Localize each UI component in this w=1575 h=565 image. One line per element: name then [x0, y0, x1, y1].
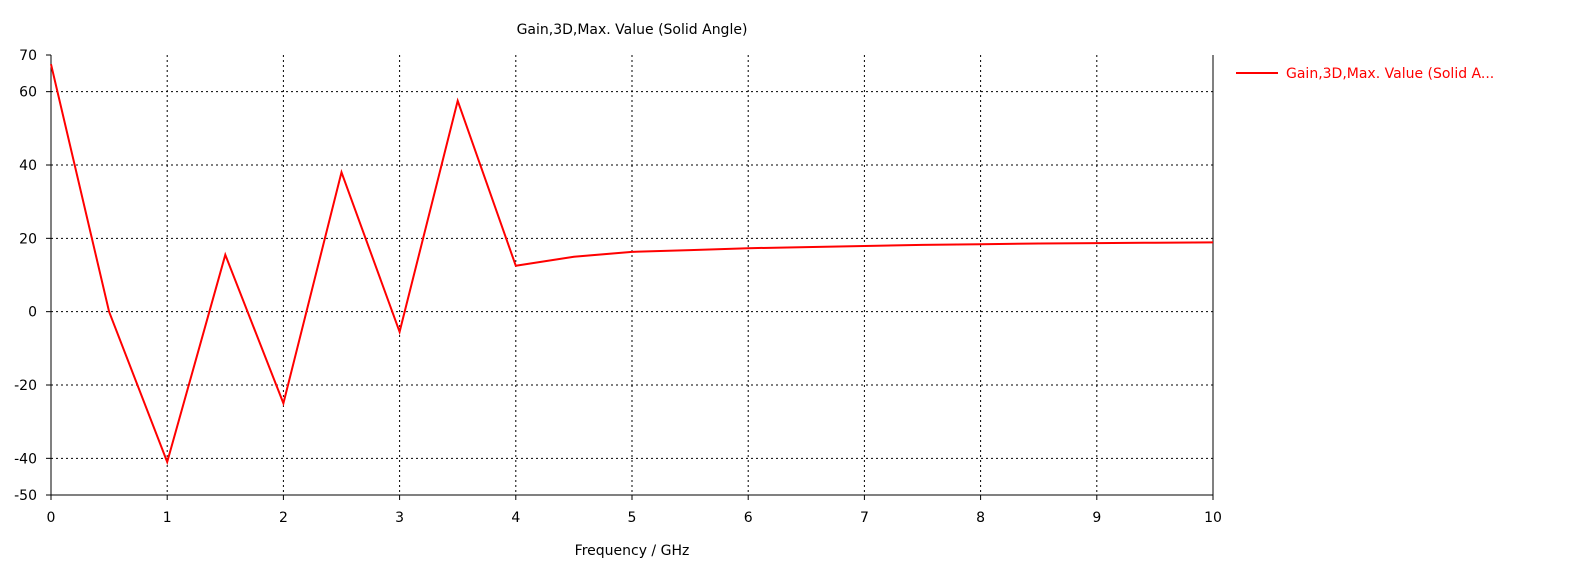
x-tick-label: 2 [279, 510, 288, 526]
y-tick-label: -20 [14, 378, 37, 394]
y-axis-ticks: -50 -40 -20 0 20 40 60 70 [14, 48, 51, 504]
x-axis-label: Frequency / GHz [575, 543, 690, 559]
x-tick-label: 1 [163, 510, 172, 526]
legend-entry-label[interactable]: Gain,3D,Max. Value (Solid A... [1286, 66, 1494, 82]
y-tick-label: -50 [14, 488, 37, 504]
x-tick-label: 8 [976, 510, 985, 526]
y-tick-label: 60 [19, 85, 37, 101]
legend[interactable]: Gain,3D,Max. Value (Solid A... [1236, 66, 1494, 82]
x-tick-label: 9 [1092, 510, 1101, 526]
y-tick-label: 0 [28, 305, 37, 321]
x-axis-ticks: 0 1 2 3 4 5 6 7 8 9 10 [47, 495, 1222, 526]
grid [51, 55, 1213, 495]
chart-title: Gain,3D,Max. Value (Solid Angle) [517, 22, 748, 38]
x-tick-label: 0 [47, 510, 56, 526]
y-tick-label: 40 [19, 158, 37, 174]
x-tick-label: 5 [628, 510, 637, 526]
y-tick-label: 20 [19, 231, 37, 247]
x-tick-label: 7 [860, 510, 869, 526]
x-tick-label: 10 [1204, 510, 1222, 526]
y-tick-label: -40 [14, 451, 37, 467]
series-line-0 [50, 63, 1214, 466]
x-tick-label: 6 [744, 510, 753, 526]
x-tick-label: 3 [395, 510, 404, 526]
series-layer [50, 63, 1214, 466]
y-tick-label: 70 [19, 48, 37, 64]
x-tick-label: 4 [511, 510, 520, 526]
